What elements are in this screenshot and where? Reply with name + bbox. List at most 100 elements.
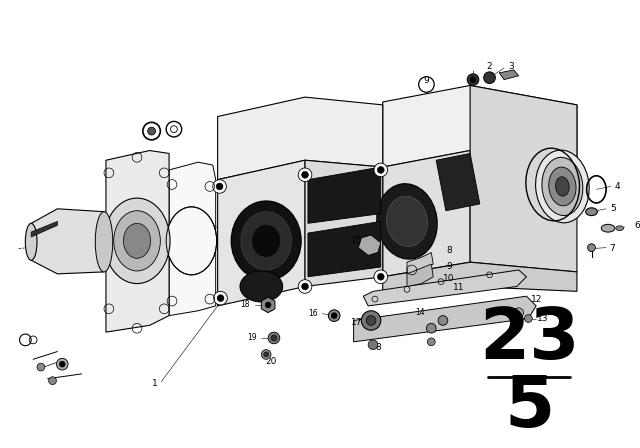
Polygon shape bbox=[308, 167, 381, 224]
Circle shape bbox=[366, 315, 376, 325]
Polygon shape bbox=[499, 70, 518, 80]
Text: 12: 12 bbox=[531, 295, 542, 304]
Ellipse shape bbox=[104, 198, 170, 284]
Circle shape bbox=[362, 311, 381, 330]
Circle shape bbox=[216, 183, 223, 190]
Text: 14: 14 bbox=[415, 308, 424, 317]
Text: 10: 10 bbox=[443, 274, 454, 283]
Text: 9: 9 bbox=[446, 262, 452, 271]
Polygon shape bbox=[470, 86, 577, 272]
Circle shape bbox=[49, 377, 56, 384]
Circle shape bbox=[271, 335, 277, 341]
Text: 8: 8 bbox=[446, 246, 452, 255]
Polygon shape bbox=[407, 253, 433, 274]
Circle shape bbox=[426, 323, 436, 333]
Circle shape bbox=[374, 270, 388, 284]
Circle shape bbox=[374, 163, 388, 177]
Polygon shape bbox=[364, 270, 527, 306]
Ellipse shape bbox=[26, 224, 37, 260]
Text: 17: 17 bbox=[351, 318, 362, 327]
Text: 20: 20 bbox=[266, 357, 276, 366]
Circle shape bbox=[261, 349, 271, 359]
Circle shape bbox=[438, 315, 448, 325]
Ellipse shape bbox=[586, 208, 597, 215]
Text: 13: 13 bbox=[537, 314, 548, 323]
Circle shape bbox=[378, 167, 384, 173]
Circle shape bbox=[470, 77, 476, 82]
Ellipse shape bbox=[536, 150, 589, 223]
Text: 5: 5 bbox=[504, 373, 554, 442]
Text: 9: 9 bbox=[424, 76, 429, 85]
Circle shape bbox=[484, 72, 495, 83]
Ellipse shape bbox=[601, 224, 615, 232]
Circle shape bbox=[332, 313, 337, 319]
Ellipse shape bbox=[548, 167, 576, 206]
Ellipse shape bbox=[556, 177, 569, 196]
Polygon shape bbox=[305, 160, 383, 286]
Ellipse shape bbox=[616, 226, 623, 231]
Circle shape bbox=[148, 127, 156, 135]
Text: 2: 2 bbox=[487, 61, 492, 70]
Polygon shape bbox=[436, 153, 480, 211]
Circle shape bbox=[37, 363, 45, 371]
Circle shape bbox=[378, 273, 384, 280]
Circle shape bbox=[212, 180, 227, 193]
Text: 23: 23 bbox=[479, 306, 579, 375]
Text: 4: 4 bbox=[615, 182, 621, 191]
Ellipse shape bbox=[387, 196, 428, 246]
Ellipse shape bbox=[231, 201, 301, 280]
Text: 19: 19 bbox=[247, 333, 257, 342]
Circle shape bbox=[264, 352, 269, 357]
Ellipse shape bbox=[241, 212, 291, 270]
Text: 5: 5 bbox=[610, 204, 616, 213]
Circle shape bbox=[214, 291, 227, 305]
Polygon shape bbox=[218, 97, 383, 180]
Ellipse shape bbox=[124, 224, 150, 258]
Circle shape bbox=[60, 361, 65, 367]
Polygon shape bbox=[308, 221, 381, 277]
Circle shape bbox=[301, 172, 308, 178]
Text: 16: 16 bbox=[308, 309, 317, 318]
Text: 15: 15 bbox=[351, 237, 362, 246]
Ellipse shape bbox=[542, 157, 583, 215]
Polygon shape bbox=[106, 151, 169, 332]
Ellipse shape bbox=[240, 271, 283, 302]
Circle shape bbox=[428, 338, 435, 346]
Text: 3: 3 bbox=[508, 61, 514, 70]
Text: 6: 6 bbox=[634, 221, 640, 230]
Circle shape bbox=[298, 168, 312, 181]
Polygon shape bbox=[383, 86, 577, 170]
Polygon shape bbox=[169, 162, 216, 315]
Circle shape bbox=[514, 308, 524, 318]
Polygon shape bbox=[358, 235, 381, 255]
Circle shape bbox=[525, 314, 532, 323]
Polygon shape bbox=[261, 297, 275, 313]
Circle shape bbox=[265, 302, 271, 308]
Circle shape bbox=[56, 358, 68, 370]
Polygon shape bbox=[31, 209, 104, 274]
Text: 11: 11 bbox=[452, 283, 464, 292]
Circle shape bbox=[217, 295, 224, 302]
Ellipse shape bbox=[377, 184, 437, 259]
Ellipse shape bbox=[95, 212, 113, 272]
Polygon shape bbox=[353, 296, 536, 342]
Circle shape bbox=[368, 340, 378, 349]
Ellipse shape bbox=[166, 207, 217, 275]
Text: 7: 7 bbox=[609, 244, 615, 253]
Polygon shape bbox=[383, 151, 470, 277]
Circle shape bbox=[467, 74, 479, 86]
Circle shape bbox=[298, 280, 312, 293]
Circle shape bbox=[588, 244, 595, 251]
Ellipse shape bbox=[252, 224, 281, 257]
Polygon shape bbox=[218, 160, 305, 306]
Circle shape bbox=[328, 310, 340, 321]
Polygon shape bbox=[383, 262, 577, 296]
Text: 18: 18 bbox=[240, 301, 250, 310]
Circle shape bbox=[268, 332, 280, 344]
Polygon shape bbox=[31, 221, 58, 237]
Ellipse shape bbox=[114, 211, 161, 271]
Text: 1: 1 bbox=[152, 379, 157, 388]
Circle shape bbox=[301, 283, 308, 290]
Text: 8: 8 bbox=[375, 343, 381, 352]
Polygon shape bbox=[407, 264, 433, 286]
